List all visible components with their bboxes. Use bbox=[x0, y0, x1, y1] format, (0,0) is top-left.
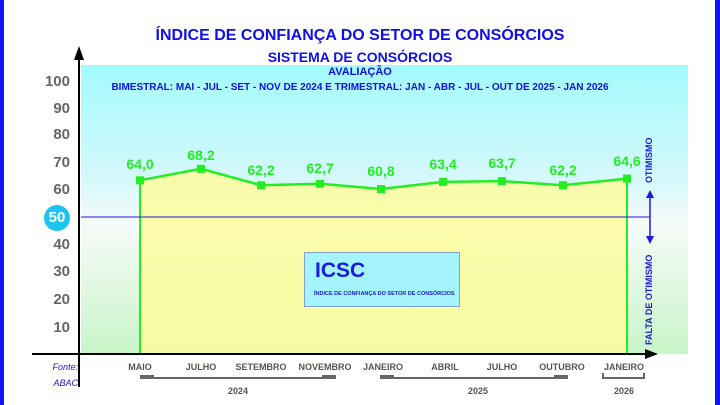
value-label: 62,2 bbox=[549, 162, 577, 178]
data-point-marker bbox=[136, 176, 144, 185]
y-tick-90: 90 bbox=[53, 100, 70, 117]
source-value: ABAC bbox=[53, 378, 78, 388]
data-point-marker bbox=[316, 179, 324, 188]
chart-title: ÍNDICE DE CONFIANÇA DO SETOR DE CONSÓRCI… bbox=[155, 27, 565, 44]
x-label-julho: JULHO bbox=[185, 362, 217, 372]
left-border bbox=[0, 0, 4, 405]
period-label: BIMESTRAL: MAI - JUL - SET - NOV DE 2024… bbox=[111, 82, 609, 93]
data-markers bbox=[136, 164, 631, 193]
data-point-marker bbox=[257, 181, 265, 190]
x-label-julho-2025: JULHO bbox=[486, 362, 518, 372]
x-label-janeiro-2025: JANEIRO bbox=[362, 362, 403, 372]
optimism-label: OTIMISMO bbox=[644, 137, 654, 184]
year-2024: 2024 bbox=[227, 386, 249, 396]
data-point-marker bbox=[377, 185, 385, 193]
y-tick-50-badge: 50 bbox=[44, 205, 70, 231]
y-tick-60: 60 bbox=[53, 181, 70, 198]
x-label-outubro: OUTUBRO bbox=[539, 362, 585, 372]
value-label: 62,2 bbox=[247, 162, 275, 178]
down-arrow-icon bbox=[646, 236, 654, 244]
value-label: 64,0 bbox=[126, 156, 154, 172]
lack-of-optimism-label: FALTA DE OTIMISMO bbox=[644, 254, 654, 345]
y-tick-70: 70 bbox=[53, 154, 70, 171]
chart-subtitle: SISTEMA DE CONSÓRCIOS bbox=[267, 49, 453, 65]
x-label-janeiro-2026: JANEIRO bbox=[603, 362, 644, 372]
x-label-abril: ABRIL bbox=[431, 362, 459, 372]
value-label: 62,7 bbox=[306, 160, 334, 176]
data-point-marker bbox=[197, 164, 205, 173]
data-point-marker bbox=[559, 181, 567, 190]
year-2025: 2025 bbox=[467, 386, 489, 396]
value-label: 63,7 bbox=[488, 155, 516, 171]
section-label: AVALIAÇÃO bbox=[328, 66, 392, 78]
y-tick-30: 30 bbox=[53, 263, 70, 280]
year-bracket-2025 bbox=[380, 375, 568, 379]
year-bracket-2024 bbox=[140, 375, 336, 379]
y-tick-80: 80 bbox=[53, 126, 70, 143]
legend-subtitle: ÍNDICE DE CONFIANÇA DO SETOR DE CONSÓRCI… bbox=[314, 291, 455, 297]
up-arrow-icon bbox=[646, 190, 654, 198]
x-label-novembro: NOVEMBRO bbox=[298, 362, 352, 372]
y-tick-10: 10 bbox=[53, 319, 70, 336]
x-label-setembro: SETEMBRO bbox=[235, 362, 287, 372]
data-point-marker bbox=[439, 177, 447, 186]
x-label-maio: MAIO bbox=[128, 362, 152, 372]
year-2026: 2026 bbox=[613, 386, 635, 396]
data-point-marker bbox=[498, 177, 506, 186]
y-axis-arrow-icon bbox=[74, 46, 84, 60]
legend-title: ICSC bbox=[315, 259, 366, 282]
right-border bbox=[715, 0, 720, 405]
value-label: 68,2 bbox=[187, 147, 215, 163]
data-point-marker bbox=[623, 174, 631, 183]
y-tick-40: 40 bbox=[53, 236, 70, 253]
value-label: 60,8 bbox=[367, 163, 395, 179]
x-axis-arrow-icon bbox=[645, 349, 658, 359]
value-label: 63,4 bbox=[429, 156, 457, 172]
source-label: Fonte: bbox=[52, 362, 78, 372]
y-tick-100: 100 bbox=[44, 73, 70, 90]
y-tick-20: 20 bbox=[53, 291, 70, 308]
year-bracket-2026 bbox=[602, 373, 645, 379]
value-label: 64,6 bbox=[613, 153, 641, 169]
legend-box: ICSC ÍNDICE DE CONFIANÇA DO SETOR DE CON… bbox=[304, 252, 460, 307]
